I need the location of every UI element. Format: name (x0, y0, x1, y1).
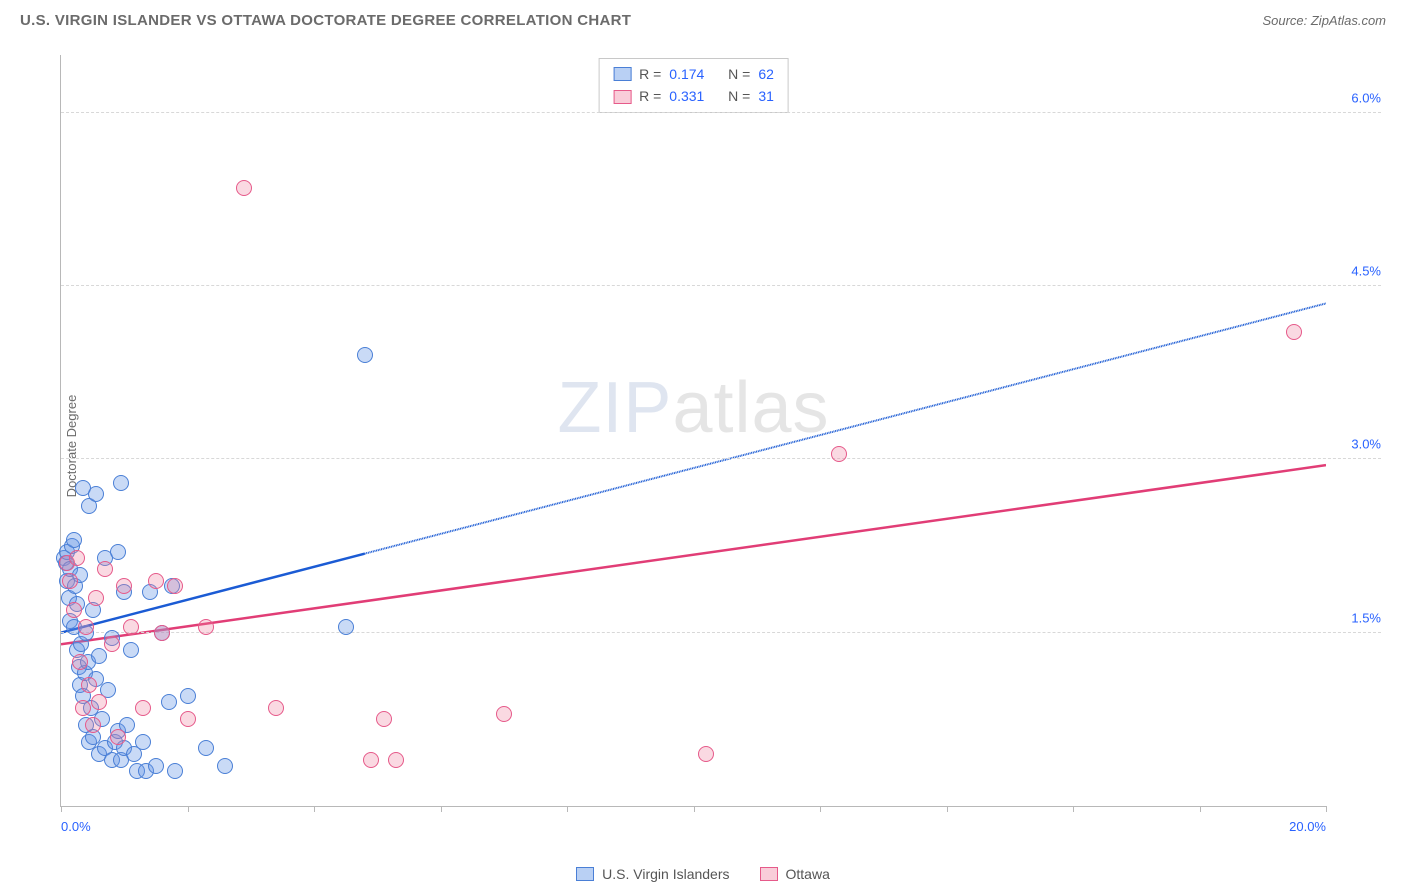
gridline (61, 632, 1381, 633)
watermark-light: atlas (672, 368, 829, 448)
legend-label-b: Ottawa (786, 866, 830, 882)
y-tick-label: 1.5% (1351, 610, 1381, 625)
r-value-b: 0.331 (669, 85, 704, 107)
scatter-point (148, 758, 164, 774)
x-tick-label: 0.0% (61, 819, 91, 834)
watermark-bold: ZIP (557, 368, 672, 448)
x-tick (188, 806, 189, 812)
scatter-point (217, 758, 233, 774)
r-label: R = (639, 85, 661, 107)
n-value-a: 62 (758, 63, 774, 85)
chart-header: U.S. VIRGIN ISLANDER VS OTTAWA DOCTORATE… (0, 0, 1406, 37)
scatter-point (363, 752, 379, 768)
scatter-point (113, 475, 129, 491)
y-tick-label: 3.0% (1351, 437, 1381, 452)
scatter-point (75, 700, 91, 716)
scatter-point (78, 619, 94, 635)
scatter-point (376, 711, 392, 727)
x-tick (1200, 806, 1201, 812)
scatter-point (88, 486, 104, 502)
stats-box: R = 0.174 N = 62 R = 0.331 N = 31 (598, 58, 789, 113)
scatter-point (198, 740, 214, 756)
x-tick (694, 806, 695, 812)
scatter-point (167, 763, 183, 779)
scatter-point (148, 573, 164, 589)
scatter-point (116, 578, 132, 594)
scatter-point (123, 642, 139, 658)
trend-lines (61, 55, 1326, 806)
scatter-point (180, 711, 196, 727)
x-tick (1326, 806, 1327, 812)
x-tick-label: 20.0% (1289, 819, 1326, 834)
scatter-point (104, 636, 120, 652)
stats-row-b: R = 0.331 N = 31 (613, 85, 774, 107)
legend-item-b: Ottawa (760, 866, 830, 882)
n-label: N = (728, 63, 750, 85)
scatter-point (338, 619, 354, 635)
x-tick (441, 806, 442, 812)
bottom-legend: U.S. Virgin Islanders Ottawa (0, 866, 1406, 882)
scatter-point (154, 625, 170, 641)
x-tick (1073, 806, 1074, 812)
scatter-point (62, 573, 78, 589)
n-value-b: 31 (758, 85, 774, 107)
watermark: ZIPatlas (557, 367, 829, 449)
scatter-point (91, 648, 107, 664)
swatch-series-b-icon (760, 867, 778, 881)
x-tick (567, 806, 568, 812)
swatch-series-a (613, 67, 631, 81)
source-credit: Source: ZipAtlas.com (1262, 13, 1386, 28)
scatter-point (97, 561, 113, 577)
scatter-point (135, 700, 151, 716)
n-label: N = (728, 85, 750, 107)
scatter-point (135, 734, 151, 750)
scatter-point (85, 717, 101, 733)
legend-label-a: U.S. Virgin Islanders (602, 866, 729, 882)
scatter-point (66, 532, 82, 548)
scatter-point (91, 694, 107, 710)
scatter-point (388, 752, 404, 768)
x-tick (820, 806, 821, 812)
chart-area: Doctorate Degree ZIPatlas R = 0.174 N = … (50, 55, 1386, 837)
scatter-point (167, 578, 183, 594)
x-tick (61, 806, 62, 812)
y-tick-label: 4.5% (1351, 264, 1381, 279)
scatter-point (110, 729, 126, 745)
scatter-point (698, 746, 714, 762)
legend-item-a: U.S. Virgin Islanders (576, 866, 729, 882)
x-tick (947, 806, 948, 812)
scatter-point (357, 347, 373, 363)
scatter-point (831, 446, 847, 462)
gridline (61, 285, 1381, 286)
swatch-series-b (613, 90, 631, 104)
scatter-point (496, 706, 512, 722)
scatter-point (88, 590, 104, 606)
scatter-point (1286, 324, 1302, 340)
scatter-point (123, 619, 139, 635)
scatter-point (268, 700, 284, 716)
scatter-point (81, 677, 97, 693)
plot-region: ZIPatlas R = 0.174 N = 62 R = 0.331 N = … (60, 55, 1326, 807)
gridline (61, 458, 1381, 459)
gridline (61, 112, 1381, 113)
scatter-point (66, 602, 82, 618)
stats-row-a: R = 0.174 N = 62 (613, 63, 774, 85)
swatch-series-a-icon (576, 867, 594, 881)
scatter-point (69, 550, 85, 566)
y-tick-label: 6.0% (1351, 90, 1381, 105)
r-label: R = (639, 63, 661, 85)
scatter-point (198, 619, 214, 635)
scatter-point (110, 544, 126, 560)
scatter-point (161, 694, 177, 710)
scatter-point (72, 654, 88, 670)
scatter-point (180, 688, 196, 704)
chart-title: U.S. VIRGIN ISLANDER VS OTTAWA DOCTORATE… (20, 12, 631, 29)
r-value-a: 0.174 (669, 63, 704, 85)
scatter-point (236, 180, 252, 196)
x-tick (314, 806, 315, 812)
